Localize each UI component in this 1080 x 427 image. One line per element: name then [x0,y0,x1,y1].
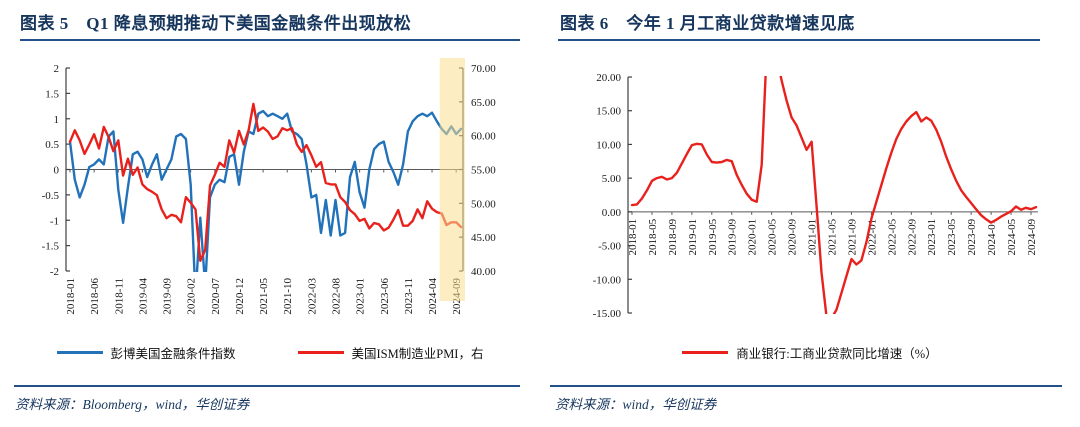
svg-text:2023-06: 2023-06 [379,278,391,315]
svg-text:1: 1 [54,114,60,126]
figure-6-footer-rule [550,385,1062,387]
svg-text:2019-01: 2019-01 [687,219,699,256]
svg-text:2020-05: 2020-05 [767,218,779,255]
figure-6-legend: 商业银行:工商业贷款同比增速（%） [540,343,1080,362]
svg-text:70.00: 70.00 [471,63,496,75]
svg-text:10.00: 10.00 [596,139,621,151]
legend-label-fci: 彭博美国金融条件指数 [110,347,236,361]
figure-6-chart: 2018-01 2018-05 2018-09 2019-01 2019-05 2019-… [593,72,1038,320]
svg-text:45.00: 45.00 [471,232,496,244]
svg-text:0.00: 0.00 [602,207,622,219]
svg-text:2023-09: 2023-09 [966,218,978,255]
svg-text:1.5: 1.5 [45,88,59,100]
legend-item-ci-loans: 商业银行:工商业贷款同比增速（%） [682,343,938,362]
svg-text:2021-09: 2021-09 [846,218,858,255]
svg-text:2019-05: 2019-05 [707,218,719,255]
svg-text:2021-01: 2021-01 [807,219,819,256]
svg-text:2023-05: 2023-05 [946,218,958,255]
figure-6-source: 资料来源：wind，华创证券 [555,397,717,412]
svg-text:2019-04: 2019-04 [137,278,149,315]
svg-text:2018-01: 2018-01 [627,219,639,256]
svg-text:2019-09: 2019-09 [727,218,739,255]
figure-6-title: 图表 6 今年 1 月工商业贷款增速见底 [560,14,855,33]
svg-text:2023-11: 2023-11 [403,278,415,314]
figure-6-title-rule [558,39,1040,41]
svg-text:65.00: 65.00 [471,97,496,109]
blue-line-swatch-icon [56,351,103,354]
svg-text:2: 2 [54,63,60,75]
svg-text:2021-05: 2021-05 [258,278,270,315]
svg-text:2024-04: 2024-04 [427,278,439,315]
svg-text:55.00: 55.00 [471,165,496,177]
svg-text:2024-05: 2024-05 [1006,218,1018,255]
svg-text:2020-07: 2020-07 [210,278,222,315]
figure-5-source: 资料来源：Bloomberg，wind，华创证券 [15,397,250,412]
legend-item-fci: 彭博美国金融条件指数 [56,343,236,362]
svg-text:2020-12: 2020-12 [234,278,246,315]
svg-text:2022-05: 2022-05 [886,218,898,255]
svg-text:-5.00: -5.00 [598,241,621,253]
svg-text:-1: -1 [50,215,59,227]
svg-text:15.00: 15.00 [596,106,621,118]
svg-text:2018-01: 2018-01 [65,278,77,315]
svg-text:2019-09: 2019-09 [162,278,174,315]
svg-text:2020-09: 2020-09 [787,218,799,255]
svg-text:2022-09: 2022-09 [906,218,918,255]
red-line-swatch-icon [297,351,344,354]
svg-text:40.00: 40.00 [471,266,496,278]
legend-label-ism-pmi: 美国ISM制造业PMI，右 [351,347,484,361]
svg-text:2021-10: 2021-10 [282,278,294,315]
svg-text:-10.00: -10.00 [593,274,622,286]
svg-text:2023-01: 2023-01 [355,278,367,315]
svg-text:60.00: 60.00 [471,131,496,143]
svg-text:2020-01: 2020-01 [747,219,759,256]
svg-text:2020-02: 2020-02 [186,278,198,315]
svg-text:0: 0 [54,165,60,177]
svg-text:20.00: 20.00 [596,72,621,84]
figure-6-panel: 图表 6 今年 1 月工商业贷款增速见底 2018-01 2018-05 2018-… [540,0,1080,427]
svg-text:5.00: 5.00 [602,173,622,185]
figure-5-title: 图表 5 Q1 降息预期推动下美国金融条件出现放松 [20,14,412,33]
svg-text:2018-11: 2018-11 [113,278,125,314]
svg-text:2018-05: 2018-05 [647,218,659,255]
svg-text:-0.5: -0.5 [42,190,60,202]
svg-text:-15.00: -15.00 [593,308,622,320]
figure-5-title-rule [20,39,520,41]
svg-text:2021-05: 2021-05 [827,218,839,255]
legend-label-ci-loans: 商业银行:工商业贷款同比增速（%） [736,347,938,361]
svg-text:-2: -2 [50,266,59,278]
svg-text:-1.5: -1.5 [42,241,60,253]
svg-text:2024-01: 2024-01 [986,219,998,256]
svg-text:2018-06: 2018-06 [89,278,101,315]
svg-text:2024-09: 2024-09 [1026,218,1038,255]
svg-text:2018-09: 2018-09 [667,218,679,255]
legend-item-ism-pmi: 美国ISM制造业PMI，右 [297,343,484,362]
figure-5-panel: 图表 5 Q1 降息预期推动下美国金融条件出现放松 2018-01 2018-06… [0,14,540,412]
svg-text:2022-03: 2022-03 [306,278,318,315]
svg-text:2022-08: 2022-08 [330,278,342,315]
svg-text:50.00: 50.00 [471,198,496,210]
red-line-swatch-icon [682,351,729,354]
figure-5-legend: 彭博美国金融条件指数 美国ISM制造业PMI，右 [0,343,540,362]
svg-text:2023-01: 2023-01 [926,219,938,256]
figure-5-footer-rule [14,385,520,387]
figure-5-chart: 2018-01 2018-06 2018-11 2019-04 2019-09 2020-… [42,58,496,315]
svg-text:0.5: 0.5 [45,139,59,151]
